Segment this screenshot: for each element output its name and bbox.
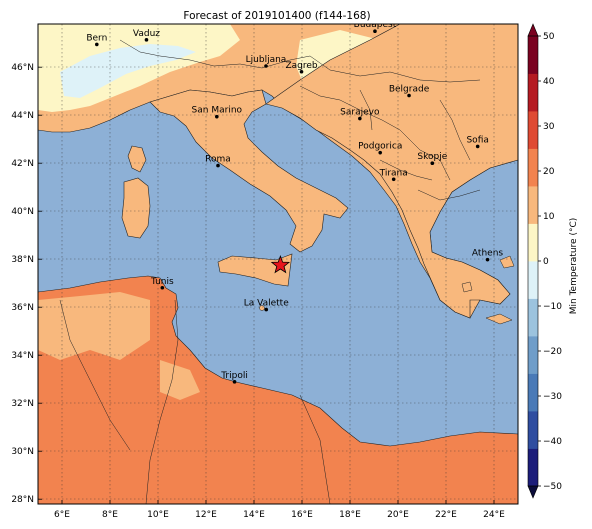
colorbar-min-arrow	[527, 485, 539, 499]
colorbar-tick-label: 30	[543, 122, 555, 132]
star-marker	[270, 255, 291, 274]
north-africa-warm-patch	[160, 360, 200, 400]
city-label: Sofia	[466, 135, 488, 145]
city-dot	[232, 380, 237, 384]
north-africa-warm-patch	[38, 292, 150, 360]
lon-tick-label: 8°E	[102, 510, 118, 520]
dalmatian-coast	[265, 24, 518, 319]
lat-tick-label: 40°N	[11, 207, 34, 217]
lat-tick-label: 34°N	[11, 351, 34, 361]
colorbar-segment	[528, 148, 538, 187]
city-label: Tunis	[150, 277, 174, 287]
lon-tick-label: 24°E	[483, 510, 505, 520]
colorbar-tick-label: 40	[543, 77, 555, 87]
city-label: Podgorica	[358, 142, 402, 152]
colorbar-tick-label: −30	[543, 392, 562, 402]
colorbar-tick-label: −40	[543, 437, 562, 447]
graticule	[38, 24, 518, 504]
colorbar-segment	[528, 223, 538, 262]
colorbar: −50 −40 −30 −20 −10 0 10 20 30 40 50	[527, 23, 562, 499]
colorbar-segment	[528, 298, 538, 337]
city-dot	[475, 144, 480, 149]
colorbar-max-arrow	[527, 23, 539, 37]
city-dot	[430, 161, 435, 165]
colorbar-tick-label: 50	[543, 32, 555, 42]
latitude-axis: 46°N 44°N 42°N 40°N 38°N 36°N 34°N 32°N 30°N 28°N	[11, 63, 42, 505]
city-label: Skopje	[417, 152, 447, 162]
city-dot	[378, 150, 383, 155]
colorbar-tick-label: 20	[543, 167, 555, 177]
city-dot	[144, 38, 149, 42]
lon-tick-label: 14°E	[243, 510, 265, 520]
colorbar-tick-label: 10	[543, 212, 555, 222]
city-label: Belgrade	[389, 85, 430, 95]
city-label: Sarajevo	[340, 108, 380, 118]
city-label: San Marino	[192, 106, 243, 116]
city-dot	[216, 163, 220, 168]
sardinia-land	[121, 177, 151, 239]
lon-tick-label: 20°E	[387, 510, 409, 520]
city-dot	[264, 307, 269, 312]
lat-tick-label: 44°N	[11, 111, 34, 121]
city-label: La Valette	[244, 299, 289, 309]
longitude-axis: 6°E 8°E 10°E 12°E 14°E 16°E 18°E 20°E 22°E 24°E	[54, 500, 505, 520]
city-label: Tirana	[379, 168, 408, 178]
lat-tick-label: 38°N	[11, 255, 34, 265]
city-label: Zagreb	[285, 61, 317, 71]
colorbar-segment	[528, 36, 538, 74]
city-dot	[407, 93, 411, 98]
lat-tick-label: 28°N	[11, 495, 34, 505]
lon-tick-label: 18°E	[339, 510, 361, 520]
city-label: Tripoli	[220, 371, 248, 381]
colorbar-tick-label: 0	[543, 257, 549, 267]
city-label: Budapest	[354, 20, 397, 30]
lon-tick-label: 16°E	[291, 510, 313, 520]
colorbar-segment	[528, 336, 538, 374]
city-label: Vaduz	[133, 29, 160, 39]
aegean-islands	[461, 255, 515, 325]
lat-tick-label: 42°N	[11, 159, 34, 169]
city-label: Bern	[86, 33, 107, 43]
lon-tick-label: 10°E	[147, 510, 169, 520]
city-dot	[95, 42, 99, 47]
colorbar-segment	[528, 111, 538, 149]
country-borders	[59, 39, 481, 504]
colorbar-tick-label: −20	[543, 347, 562, 357]
lon-tick-label: 6°E	[54, 510, 70, 520]
map-frame	[37, 23, 519, 505]
colorbar-label: Min Temperature (°C)	[569, 218, 579, 315]
city-dot	[215, 114, 219, 119]
corsica-land	[127, 145, 147, 173]
colorbar-segment	[528, 373, 538, 412]
city-dot	[160, 285, 165, 290]
colorbar-tick-label: −50	[543, 482, 562, 492]
city-dot	[373, 29, 377, 33]
colorbar-segment	[528, 73, 538, 112]
figure-title: Forecast of 2019101400 (f144-168)	[183, 10, 370, 22]
city-dot	[358, 116, 362, 121]
colorbar-tick-label: −10	[543, 302, 562, 312]
city-dot	[299, 69, 304, 74]
colorbar-segment	[528, 448, 538, 487]
lon-tick-label: 12°E	[195, 510, 217, 520]
colorbar-segment	[528, 261, 538, 299]
lat-tick-label: 30°N	[11, 447, 34, 457]
city-dot	[391, 177, 396, 182]
colorbar-segment	[528, 186, 538, 224]
italy-land	[149, 89, 349, 253]
city-label: Ljubljana	[246, 55, 287, 65]
city-dot	[264, 64, 268, 68]
lat-tick-label: 32°N	[11, 399, 34, 409]
alps-cold-zone	[60, 44, 196, 98]
lon-tick-label: 22°E	[435, 510, 457, 520]
colorbar-segment	[528, 411, 538, 449]
city-label: Athens	[472, 249, 503, 259]
lat-tick-label: 36°N	[11, 303, 34, 313]
city-label: Roma	[205, 155, 231, 165]
city-dot	[485, 257, 490, 262]
lat-tick-label: 46°N	[11, 63, 34, 73]
